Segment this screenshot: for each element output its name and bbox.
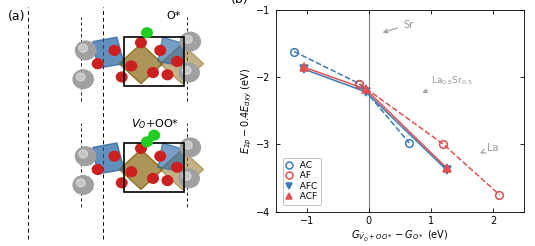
Circle shape	[75, 147, 96, 166]
Circle shape	[77, 73, 85, 81]
Circle shape	[155, 46, 165, 55]
Text: La: La	[481, 143, 499, 153]
Circle shape	[184, 35, 192, 43]
Circle shape	[142, 28, 152, 38]
Circle shape	[117, 72, 127, 82]
Circle shape	[93, 165, 103, 174]
Circle shape	[117, 178, 127, 188]
Circle shape	[109, 46, 120, 55]
Circle shape	[155, 151, 165, 161]
Circle shape	[126, 61, 136, 71]
Circle shape	[182, 66, 191, 74]
Circle shape	[73, 70, 93, 89]
Circle shape	[142, 137, 152, 147]
Circle shape	[182, 172, 191, 180]
Text: La$_{0.5}$Sr$_{0.5}$: La$_{0.5}$Sr$_{0.5}$	[424, 74, 473, 92]
Text: Sr: Sr	[384, 20, 413, 33]
Circle shape	[179, 63, 199, 82]
Circle shape	[148, 173, 158, 183]
Circle shape	[172, 162, 182, 172]
Circle shape	[73, 176, 93, 194]
Circle shape	[184, 141, 192, 149]
Bar	[124, 143, 184, 192]
Polygon shape	[158, 143, 184, 172]
Polygon shape	[160, 150, 203, 189]
Circle shape	[172, 57, 182, 66]
Circle shape	[180, 32, 201, 51]
Circle shape	[180, 138, 201, 157]
Polygon shape	[119, 150, 163, 189]
Circle shape	[79, 150, 88, 158]
Polygon shape	[160, 44, 203, 84]
Circle shape	[79, 44, 88, 52]
X-axis label: $G_{\widetilde{V}_O+OO*} - G_{O*}$ (eV): $G_{\widetilde{V}_O+OO*} - G_{O*}$ (eV)	[351, 229, 449, 244]
Polygon shape	[158, 37, 184, 66]
Legend:   AC,   AF,   AFC,   ACF: AC, AF, AFC, ACF	[283, 157, 321, 205]
Circle shape	[136, 38, 146, 47]
Circle shape	[162, 70, 173, 80]
Circle shape	[136, 144, 146, 153]
Circle shape	[126, 167, 136, 177]
Polygon shape	[93, 37, 124, 68]
Circle shape	[149, 130, 159, 140]
Circle shape	[109, 151, 120, 161]
Y-axis label: $E_{2p} - 0.4E_{dxy}$ (eV): $E_{2p} - 0.4E_{dxy}$ (eV)	[239, 68, 254, 154]
Circle shape	[148, 68, 158, 77]
Circle shape	[75, 41, 96, 60]
Polygon shape	[119, 44, 163, 84]
Polygon shape	[93, 143, 124, 174]
Circle shape	[162, 176, 173, 185]
Circle shape	[179, 169, 199, 188]
Text: (b): (b)	[231, 0, 248, 6]
Bar	[124, 37, 184, 86]
Text: (a): (a)	[8, 10, 26, 23]
Circle shape	[77, 179, 85, 187]
Text: $V_O$+OO*: $V_O$+OO*	[131, 117, 179, 131]
Circle shape	[93, 59, 103, 69]
Text: O*: O*	[167, 11, 181, 21]
